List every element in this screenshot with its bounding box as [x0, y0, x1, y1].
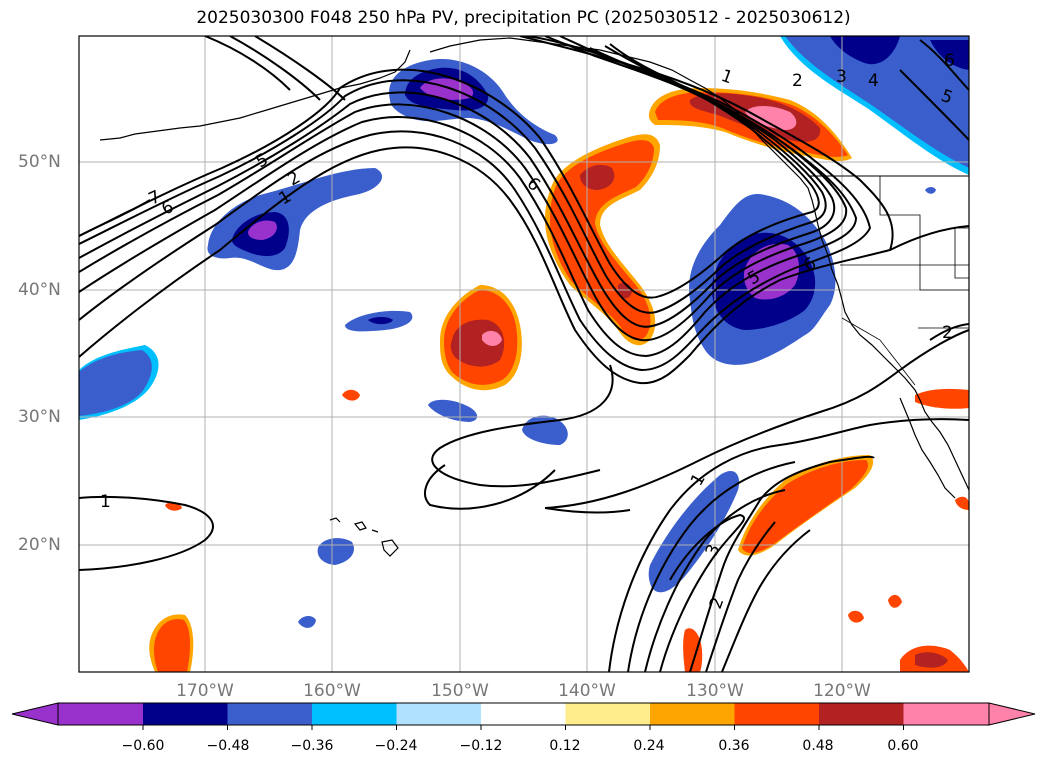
contour-label: 3 — [836, 67, 847, 87]
colorbar-swatch — [565, 703, 651, 725]
colorbar-tick-label: −0.12 — [459, 738, 503, 754]
colorbar-tick-label: −0.36 — [290, 738, 334, 754]
contour-label: 2 — [792, 71, 803, 91]
colorbar-extend-high — [988, 702, 1036, 726]
colorbar-tick-label: 0.60 — [887, 738, 919, 754]
colorbar-tick-label: 0.24 — [633, 738, 665, 754]
contour-label: 4 — [868, 71, 879, 91]
lon-label: 150°W — [431, 681, 489, 701]
lat-label: 20°N — [18, 535, 61, 555]
colorbar-swatch — [734, 703, 820, 725]
colorbar-swatch — [312, 703, 397, 725]
colorbar-swatch — [143, 703, 228, 725]
contour-label: 1 — [100, 492, 111, 512]
colorbar-tick-label: 0.12 — [549, 738, 581, 754]
colorbar-tick-label: −0.24 — [374, 738, 418, 754]
pv-contours — [79, 36, 969, 672]
colorbar-frame — [57, 702, 990, 726]
colorbar-tick-label: 0.36 — [718, 738, 750, 754]
lon-label: 120°W — [813, 681, 871, 701]
map-title: 2025030300 F048 250 hPa PV, precipitatio… — [196, 8, 851, 28]
colorbar-swatch — [481, 703, 566, 725]
lat-label: 40°N — [18, 280, 61, 300]
colorbar — [11, 702, 1036, 730]
lon-label: 170°W — [176, 681, 234, 701]
graticule — [79, 36, 969, 672]
colorbar-tick-label: 0.48 — [802, 738, 834, 754]
lon-label: 140°W — [558, 681, 616, 701]
colorbar-swatch — [396, 703, 482, 725]
lon-label: 160°W — [303, 681, 361, 701]
colorbar-swatch — [819, 703, 904, 725]
coastlines — [99, 37, 969, 557]
colorbar-tick-label: −0.60 — [121, 738, 165, 754]
lat-label: 30°N — [18, 407, 61, 427]
colorbar-extend-low — [11, 702, 59, 726]
map-frame — [78, 35, 970, 673]
colorbar-swatch — [58, 703, 143, 725]
colorbar-tick-label: −0.48 — [206, 738, 250, 754]
colorbar-swatch — [650, 703, 735, 725]
colorbar-swatch — [227, 703, 313, 725]
lat-label: 50°N — [18, 152, 61, 172]
contour-label: 2 — [942, 323, 953, 343]
colorbar-swatch — [903, 703, 989, 725]
contour-label: 6 — [944, 51, 955, 71]
lon-label: 130°W — [686, 681, 744, 701]
